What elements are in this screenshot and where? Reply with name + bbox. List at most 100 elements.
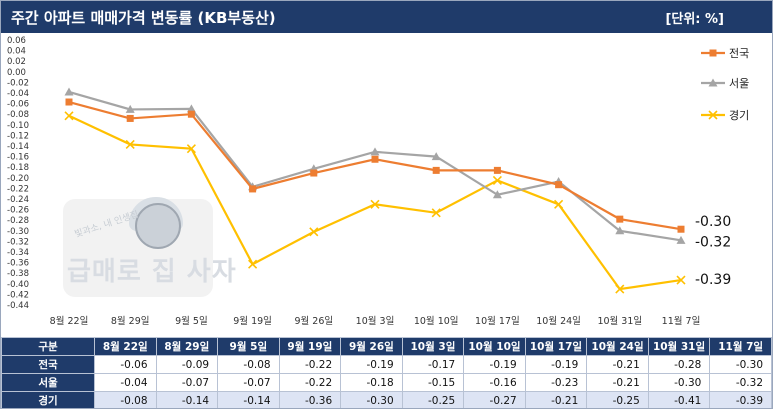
series-gyeonggi [64, 111, 686, 294]
table-cell: -0.21 [586, 355, 649, 374]
table-column-header: 9월 19일 [278, 337, 342, 356]
watermark-text: 급매로 집 사자 [67, 257, 237, 287]
table-cell: -0.41 [647, 391, 711, 408]
y-tick-label: -0.30 [7, 227, 29, 237]
table-corner-cell: 구분 [1, 337, 95, 356]
y-tick-label: -0.36 [7, 259, 29, 269]
y-tick-label: 0.04 [7, 47, 26, 57]
legend-marker [708, 78, 718, 87]
x-tick-label: 10월 31일 [597, 315, 642, 327]
end-value-label: -0.39 [695, 272, 731, 288]
legend-item: 서울 [701, 77, 749, 90]
table-cell: -0.09 [155, 355, 219, 374]
data-point [371, 155, 379, 163]
table-cell: -0.28 [647, 355, 711, 374]
series-line [68, 90, 682, 242]
y-tick-label: -0.22 [7, 184, 29, 194]
data-point [125, 139, 135, 149]
x-tick-label: 10월 3일 [356, 315, 395, 327]
data-point [555, 181, 563, 189]
x-axis: 8월 22일 8월 29일 9월 5일 9월 19일 9월 26일 10월 3일 10월 1… [50, 315, 701, 327]
y-axis: 0.060.040.020.00-0.02-0.04-0.06-0.08-0.1… [7, 36, 29, 311]
y-tick-label: -0.04 [7, 89, 29, 99]
table-cell: -0.16 [463, 373, 526, 392]
x-tick-label: 11월 7일 [662, 315, 701, 327]
y-tick-label: -0.26 [7, 206, 29, 216]
y-tick-label: -0.02 [7, 78, 29, 88]
end-value-label: -0.32 [695, 234, 731, 250]
x-tick-label: 10월 24일 [536, 315, 581, 327]
data-point [676, 235, 686, 244]
table-row-label: 경기 [1, 391, 95, 408]
data-point [64, 111, 74, 121]
data-point [125, 104, 135, 113]
table-column-header: 10월 10일 [463, 337, 526, 356]
watermark-logo: 빛과소, 내 인생집 급매로 집 사자 [63, 197, 237, 297]
x-tick-label: 9월 19일 [233, 315, 272, 327]
y-tick-label: 0.00 [7, 68, 26, 78]
y-tick-label: -0.40 [7, 280, 29, 290]
table-row-label: 전국 [1, 355, 95, 374]
data-point [64, 87, 74, 96]
chart-title: 주간 아파트 매매가격 변동률 (KB부동산) [11, 9, 276, 27]
data-point [431, 208, 441, 218]
table-cell: -0.32 [709, 373, 772, 392]
table-cell: -0.36 [278, 391, 342, 408]
table-cell: -0.22 [278, 373, 342, 392]
y-tick-label: 0.06 [7, 36, 26, 46]
data-point [370, 199, 380, 209]
legend-item: 경기 [701, 109, 749, 122]
watermark-face-icon [135, 203, 181, 249]
table-row: 서울 -0.04 -0.07 -0.07 -0.22 -0.18 -0.15 -0.16 -0.… [1, 373, 772, 392]
table-cell: -0.14 [155, 391, 219, 408]
y-tick-label: -0.34 [7, 248, 29, 258]
table-column-header: 10월 3일 [401, 337, 465, 356]
table-cell: -0.17 [401, 355, 465, 374]
table-cell: -0.30 [340, 391, 403, 408]
table-column-header: 9월 26일 [340, 337, 403, 356]
data-point [493, 166, 501, 174]
table-cell: -0.22 [278, 355, 342, 374]
data-point [677, 225, 685, 233]
legend-label: 경기 [729, 109, 749, 122]
unit-label: [단위: %] [665, 12, 724, 27]
data-point [186, 144, 196, 154]
y-tick-label: -0.10 [7, 121, 29, 131]
table-cell: -0.30 [709, 355, 772, 374]
data-point [615, 226, 625, 235]
data-point [616, 215, 624, 223]
x-tick-label: 8월 29일 [111, 315, 150, 327]
data-point [492, 190, 502, 199]
end-labels: -0.30 -0.32 -0.39 [695, 214, 731, 288]
y-tick-label: -0.24 [7, 195, 29, 205]
legend-label: 전국 [729, 47, 749, 60]
data-point [615, 284, 625, 294]
table-column-header: 10월 24일 [586, 337, 649, 356]
legend-marker [709, 49, 717, 57]
data-point [187, 110, 195, 118]
table-column-header: 8월 29일 [155, 337, 219, 356]
table-row-label: 서울 [1, 373, 95, 392]
table-cell: -0.21 [524, 391, 588, 408]
table-cell: -0.15 [401, 373, 465, 392]
x-tick-label: 10월 17일 [475, 315, 520, 327]
table-header-row: 구분 8월 22일 8월 29일 9월 5일 9월 19일 9월 26일 10월 3일 10… [1, 337, 772, 356]
y-tick-label: -0.18 [7, 163, 29, 173]
y-tick-label: -0.12 [7, 131, 29, 141]
data-point [310, 169, 318, 177]
line-chart: 0.060.040.020.00-0.02-0.04-0.06-0.08-0.1… [7, 36, 749, 327]
y-tick-label: -0.28 [7, 216, 29, 226]
table-cell: -0.27 [463, 391, 526, 408]
table-cell: -0.19 [340, 355, 403, 374]
y-tick-label: -0.44 [7, 301, 29, 311]
table-column-header: 8월 22일 [94, 337, 157, 356]
series-layer [64, 87, 686, 294]
data-point [432, 166, 440, 174]
data-point [126, 114, 134, 122]
data-point [492, 175, 502, 186]
table-cell: -0.08 [217, 355, 280, 374]
table-cell: -0.07 [217, 373, 280, 392]
y-tick-label: -0.42 [7, 290, 29, 300]
